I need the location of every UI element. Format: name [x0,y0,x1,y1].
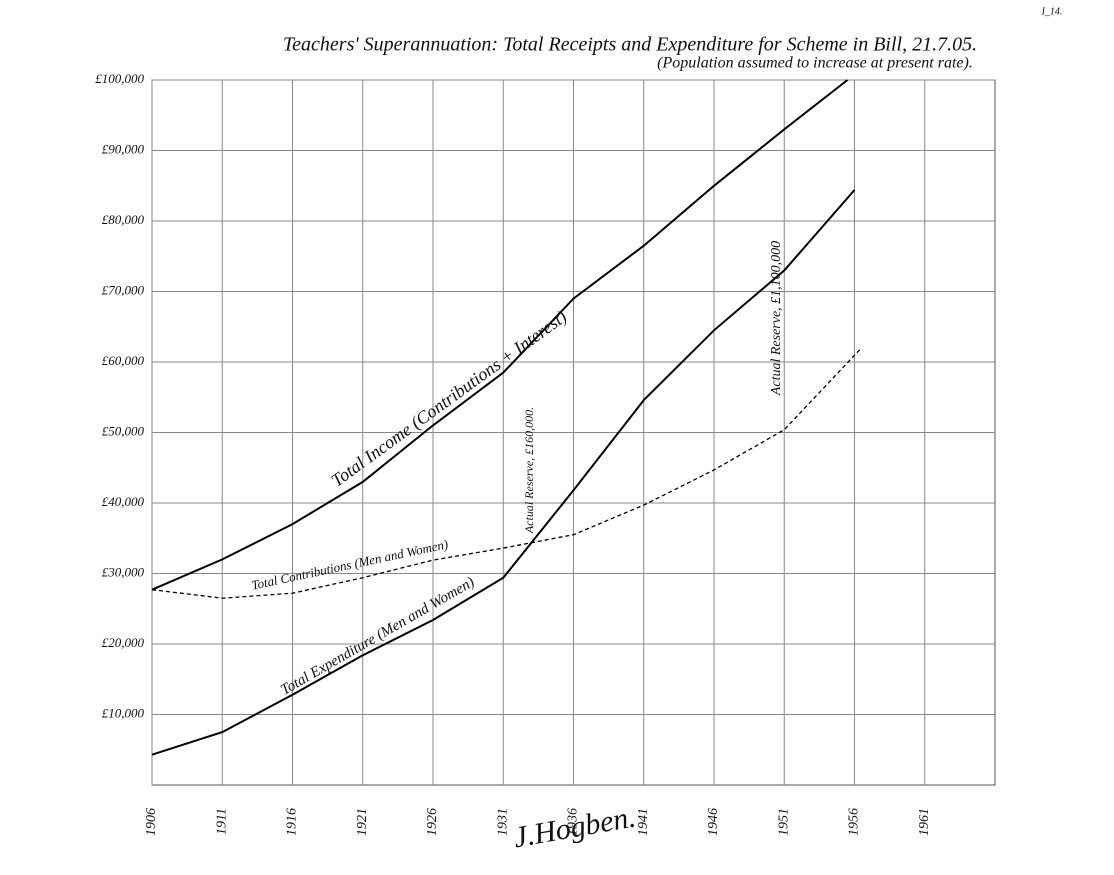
y-tick-label: £20,000 [102,635,145,650]
x-tick-label: 1956 [847,808,862,836]
y-tick-label: £50,000 [102,423,145,438]
chart-title: Teachers' Superannuation: Total Receipts… [283,34,977,56]
legend-label: Total Expenditure (Men and Women) [278,574,477,698]
y-tick-label: £80,000 [102,212,145,227]
x-tick-label: 1936 [566,808,581,836]
y-tick-label: £30,000 [102,564,145,579]
annotation: Actual Reserve, £1,100,000 [769,241,784,396]
x-tick-label: 1951 [776,808,791,836]
x-tick-label: 1941 [636,808,651,836]
x-tick-label: 1946 [706,808,721,836]
y-tick-label: £100,000 [95,71,144,86]
x-tick-label: 1911 [214,808,229,835]
y-tick-label: £10,000 [102,705,145,720]
series-line [151,79,849,591]
page-label: I_14. [1041,6,1063,17]
y-tick-label: £70,000 [102,282,145,297]
y-tick-label: £40,000 [102,494,145,509]
chart-subtitle: (Population assumed to increase at prese… [657,55,973,72]
annotation: Actual Reserve, £160,000. [522,407,536,534]
series-line [151,347,862,599]
x-tick-label: 1931 [495,808,510,836]
y-tick-label: £60,000 [102,353,145,368]
series-line [151,189,856,756]
x-tick-label: 1906 [144,808,159,836]
x-tick-label: 1916 [285,808,300,836]
x-tick-label: 1921 [355,808,370,836]
x-tick-label: 1961 [917,808,932,836]
x-tick-label: 1926 [425,808,440,836]
y-tick-label: £90,000 [102,141,145,156]
legend-label: Total Contributions (Men and Women) [250,536,449,592]
